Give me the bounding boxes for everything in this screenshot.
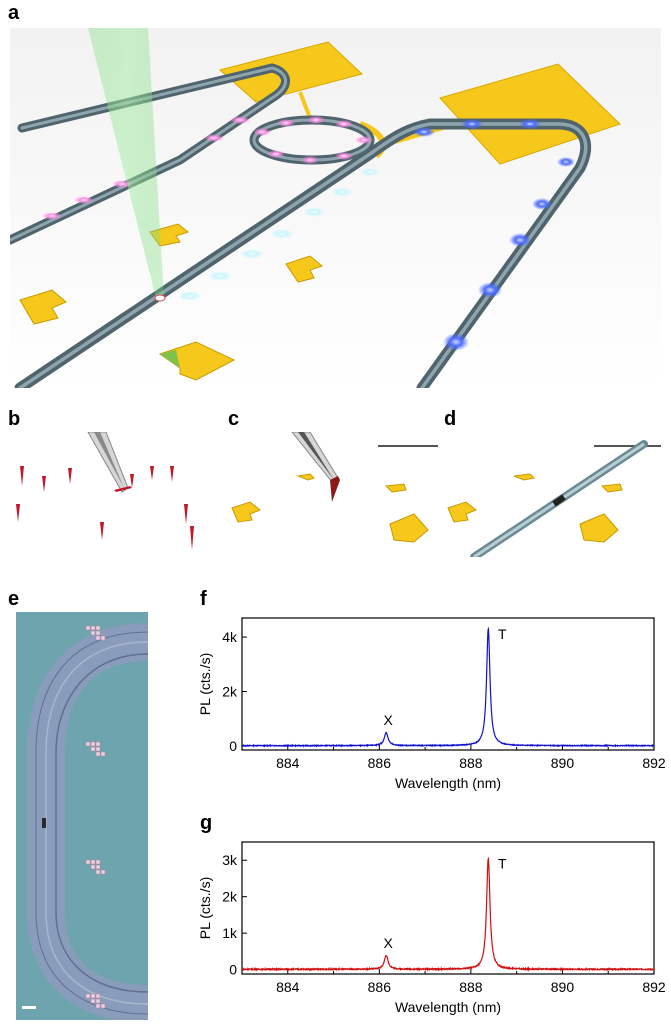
y-tick-label: 2k xyxy=(222,889,238,905)
y-axis-label: PL (cts./s) xyxy=(197,653,213,716)
panel-e-micrograph xyxy=(16,612,148,1020)
x-tick-label: 890 xyxy=(551,755,575,771)
plot-frame xyxy=(241,617,655,751)
panel-b-illustration xyxy=(10,432,216,557)
x-tick-label: 892 xyxy=(642,755,666,771)
panel-label-f: f xyxy=(200,588,207,610)
panel-d-illustration xyxy=(444,432,661,557)
emission-pink xyxy=(42,116,373,220)
contact-pad-right xyxy=(439,63,621,165)
y-tick-label: 3k xyxy=(222,852,238,868)
scale-bar xyxy=(22,1006,36,1009)
x-axis-label: Wavelength (nm) xyxy=(395,999,501,1015)
chart-g-pl-spectrum: 884 886 888 890 892 0 1k 2k 3k Wavelength (nm) PL … xyxy=(197,841,666,1015)
peak-label-X: X xyxy=(384,712,394,728)
panel-a-illustration xyxy=(10,28,661,388)
spectrum-line xyxy=(241,856,655,972)
peak-label-T: T xyxy=(498,626,507,642)
y-tick-label: 0 xyxy=(229,962,237,978)
y-tick-label: 4k xyxy=(222,629,238,645)
panel-c-illustration xyxy=(228,432,438,557)
contact-pad-left xyxy=(218,41,363,103)
x-tick-label: 890 xyxy=(551,979,575,995)
peak-label-T: T xyxy=(498,855,507,871)
y-tick-label: 0 xyxy=(229,738,237,754)
integrated-nanowire xyxy=(42,818,46,828)
panel-label-e: e xyxy=(8,588,20,610)
peak-label-X: X xyxy=(384,935,394,951)
x-axis-label: Wavelength (nm) xyxy=(395,775,501,791)
emission-blue xyxy=(413,119,575,351)
chart-f-pl-spectrum: 884 886 888 890 892 0 2k 4k Wavelength (nm) PL (c… xyxy=(197,617,666,791)
y-axis-label: PL (cts./s) xyxy=(197,877,213,940)
alignment-marks xyxy=(85,625,106,1009)
panel-label-b: b xyxy=(8,408,21,430)
x-tick-label: 884 xyxy=(276,755,300,771)
panel-label-d: d xyxy=(444,408,457,430)
x-tick-label: 892 xyxy=(642,979,666,995)
x-tick-label: 888 xyxy=(459,979,483,995)
y-tick-label: 1k xyxy=(222,925,238,941)
panel-label-g: g xyxy=(200,812,213,834)
x-tick-label: 884 xyxy=(276,979,300,995)
spectrum-line xyxy=(241,626,655,748)
nanowires xyxy=(16,466,194,550)
panel-label-a: a xyxy=(8,2,20,24)
laser-beam xyxy=(88,28,164,298)
plot-frame xyxy=(241,841,655,975)
emission-cyan xyxy=(178,168,380,301)
x-tick-label: 886 xyxy=(368,755,392,771)
y-tick-label: 2k xyxy=(222,683,238,699)
x-tick-label: 886 xyxy=(368,979,392,995)
x-tick-label: 888 xyxy=(459,755,483,771)
panel-label-c: c xyxy=(228,408,240,430)
